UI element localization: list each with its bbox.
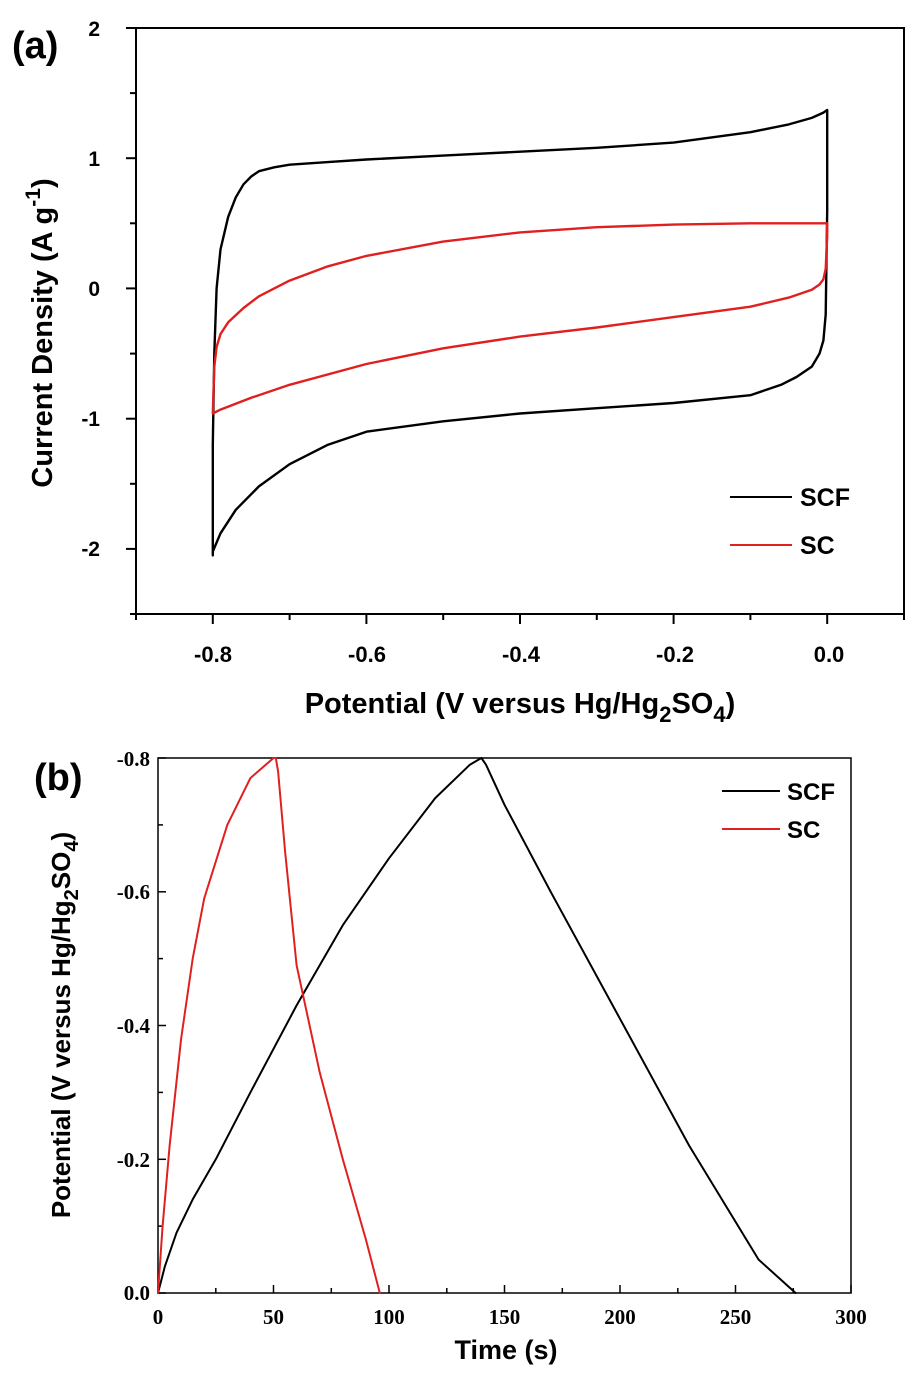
panel-b-xtick-label: 100: [373, 1305, 405, 1329]
panel-b-plot-frame: [157, 757, 852, 1294]
panel-b-y-axis-label: Potential (V versus Hg/Hg2SO4): [46, 832, 83, 1218]
panel-b-xtick-label: 150: [489, 1305, 521, 1329]
panel-a-ytick-label: -2: [81, 538, 100, 561]
panel-b-ytick-label: 0.0: [124, 1281, 150, 1305]
panel-a-ytick-label-top: 2: [88, 18, 100, 41]
panel-a-series-scf-line: [211, 108, 829, 557]
panel-b-legend-label-sc: SC: [787, 817, 820, 844]
panel-b-ytick-label: -0.8: [117, 747, 150, 771]
panel-a-y-axis-label: Current Density (A g-1): [22, 178, 59, 487]
panel-b-ytick-label: -0.2: [117, 1148, 150, 1172]
panel-a-xtick-label: -0.8: [194, 642, 232, 667]
panel-a-series: [211, 108, 829, 557]
panel-a-ytick-label: -1: [81, 408, 100, 431]
panel-b-y-ticks: [158, 757, 166, 1294]
panel-a-y-ticks: [126, 27, 136, 615]
panel-b: (b) -0.8 -0.6 -0.4 -0.2 0.0 0 50 100 150…: [34, 747, 867, 1365]
panel-b-xtick-label: 250: [720, 1305, 752, 1329]
panel-b-x-axis-label: Time (s): [454, 1335, 557, 1365]
panel-a-series-sc-line: [211, 222, 829, 415]
panel-b-series-sc-line: [157, 757, 381, 1294]
panel-b-label: (b): [34, 757, 83, 799]
panel-a-xtick-label: -0.6: [348, 642, 386, 667]
panel-a-ytick-label: 0: [88, 278, 100, 301]
panel-b-xtick-label: 300: [835, 1305, 867, 1329]
panel-b-xtick-label: 0: [153, 1305, 164, 1329]
panel-b-legend-label-scf: SCF: [787, 779, 835, 806]
panel-a-xtick-label: -0.2: [656, 642, 694, 667]
panel-a-x-ticks: [135, 614, 905, 624]
panel-a-legend-label-scf: SCF: [800, 484, 850, 512]
panel-b-series: [157, 757, 797, 1294]
panel-a-legend-label-sc: SC: [800, 532, 835, 560]
panel-b-ytick-label: -0.4: [117, 1014, 151, 1038]
panel-b-ytick-label: -0.6: [117, 880, 150, 904]
panel-b-x-ticks: [157, 1285, 852, 1293]
panel-a-x-axis-label: Potential (V versus Hg/Hg2SO4): [305, 688, 736, 727]
panel-b-series-scf-line: [157, 757, 797, 1294]
panel-a-plot-frame: [135, 27, 905, 615]
panel-a-xtick-label: 0.0: [814, 642, 845, 667]
panel-a-label: (a): [12, 25, 58, 67]
panel-b-xtick-label: 50: [263, 1305, 284, 1329]
panel-b-xtick-label: 200: [604, 1305, 636, 1329]
panel-a-xtick-label: -0.4: [502, 642, 541, 667]
panel-b-legend: SCF SC: [722, 779, 835, 844]
panel-a-legend: SCF SC: [730, 484, 850, 560]
panel-a: (a) 2 1 0 -1 -2 -0.8 -0.6 -0.4 -0.2 0.0 …: [12, 18, 905, 727]
panel-a-ytick-label: 1: [88, 148, 100, 171]
